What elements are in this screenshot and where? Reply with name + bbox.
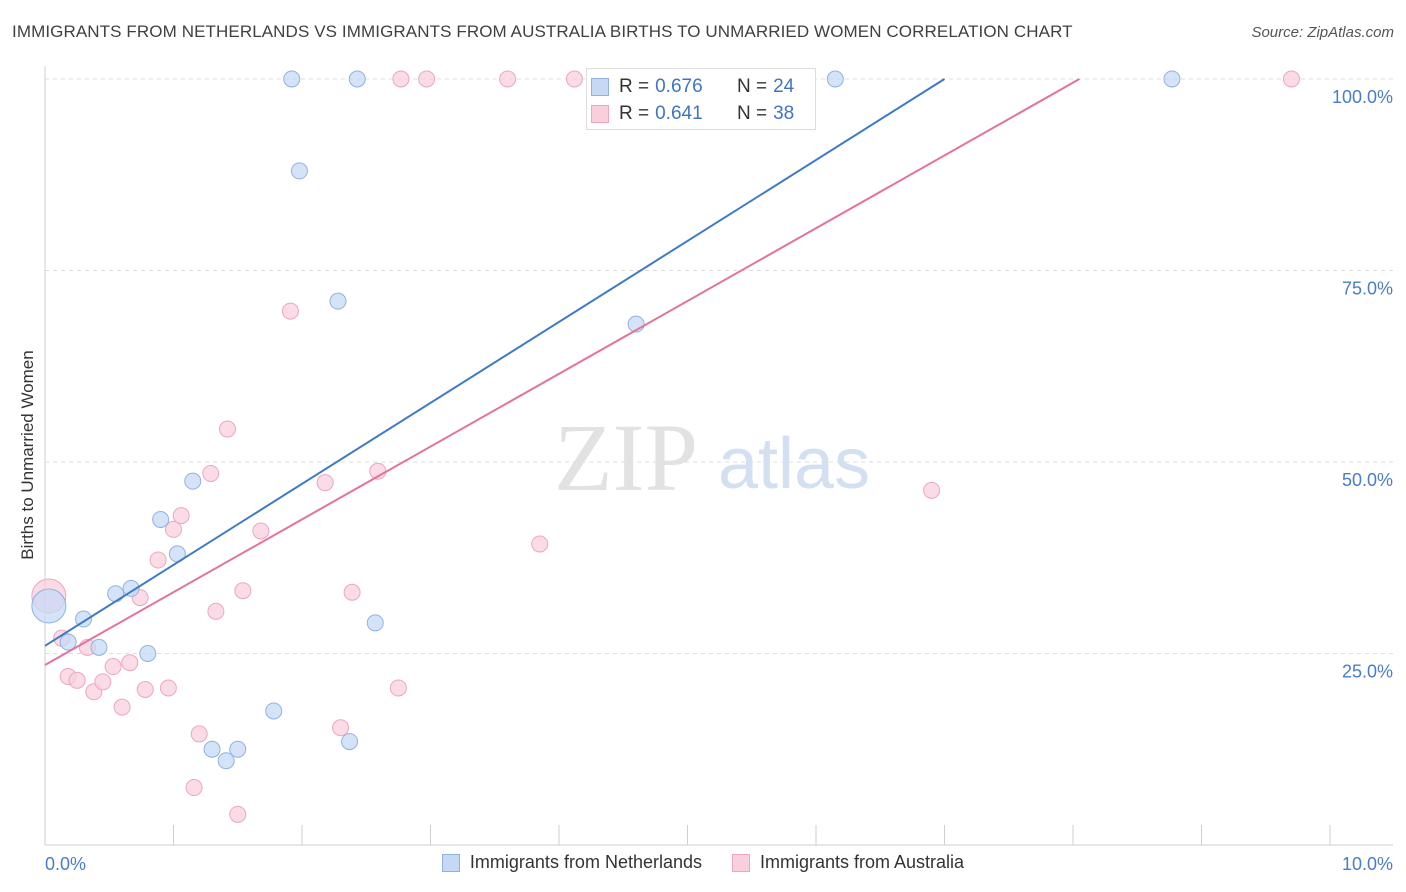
stats-row-netherlands: R = 0.676 N = 24 xyxy=(587,74,794,100)
n-label: N = xyxy=(737,76,768,97)
australia-trend-line xyxy=(44,78,1080,666)
y-axis-label: Births to Unmarried Women xyxy=(18,350,37,560)
r-value-australia: 0.641 xyxy=(655,103,703,124)
y-tick-label-0: 25.0% xyxy=(1342,662,1393,682)
australia-point-18 xyxy=(202,464,220,482)
netherlands-point-3 xyxy=(90,638,108,656)
netherlands-point-16 xyxy=(329,292,347,310)
n-value-netherlands: 24 xyxy=(773,76,795,97)
legend: Immigrants from Netherlands Immigrants f… xyxy=(0,852,1406,873)
legend-item-netherlands[interactable]: Immigrants from Netherlands xyxy=(441,852,702,873)
australia-point-22 xyxy=(234,582,252,600)
australia-point-34 xyxy=(565,70,583,88)
netherlands-point-5 xyxy=(122,579,140,597)
netherlands-point-10 xyxy=(203,740,221,758)
source-label: Source: ZipAtlas.com xyxy=(1251,24,1394,41)
australia-point-17 xyxy=(190,725,208,743)
australia-point-27 xyxy=(343,583,361,601)
australia-point-26 xyxy=(332,719,350,737)
legend-swatch-australia xyxy=(732,853,750,872)
australia-point-32 xyxy=(499,70,517,88)
australia-point-9 xyxy=(121,654,139,672)
netherlands-point-4 xyxy=(107,585,125,603)
n-label: N = xyxy=(737,103,768,124)
australia-point-12 xyxy=(149,551,167,569)
r-label: R = xyxy=(619,76,650,97)
australia-point-33 xyxy=(531,535,549,553)
watermark-atlas: atlas xyxy=(718,424,870,504)
netherlands-point-1 xyxy=(59,633,77,651)
australia-point-11 xyxy=(136,681,154,699)
australia-point-16 xyxy=(185,779,203,797)
axes xyxy=(44,66,1393,846)
stats-row-australia: R = 0.641 N = 38 xyxy=(587,101,794,127)
netherlands-point-9 xyxy=(184,472,202,490)
chart-title: IMMIGRANTS FROM NETHERLANDS VS IMMIGRANT… xyxy=(12,22,1073,41)
tick-labels: 25.0% 50.0% 75.0% 100.0% 0.0% 10.0% xyxy=(45,87,1393,874)
australia-point-20 xyxy=(218,420,236,438)
y-tick-label-2: 75.0% xyxy=(1342,279,1393,299)
australia-point-13 xyxy=(159,679,177,697)
netherlands-point-6 xyxy=(139,645,157,662)
australia-point-15 xyxy=(172,507,190,525)
australia-point-24 xyxy=(281,302,299,320)
netherlands-point-15 xyxy=(290,162,308,180)
trend-lines xyxy=(44,78,1080,666)
australia-point-23 xyxy=(252,522,270,540)
netherlands-point-0 xyxy=(31,588,67,624)
australia-point-19 xyxy=(207,602,225,620)
watermark: ZIP atlas xyxy=(554,404,870,511)
x-tick-label-1: 10.0% xyxy=(1342,854,1393,874)
australia-point-30 xyxy=(392,70,410,88)
australia-swatch xyxy=(591,105,609,123)
netherlands-trend-line xyxy=(44,78,946,647)
australia-point-25 xyxy=(316,474,334,492)
n-value-australia: 38 xyxy=(773,103,795,124)
y-tick-label-1: 50.0% xyxy=(1342,470,1393,490)
netherlands-point-11 xyxy=(217,752,235,770)
australia-point-6 xyxy=(94,673,112,691)
netherlands-point-7 xyxy=(152,510,170,528)
australia-point-31 xyxy=(418,70,436,88)
netherlands-point-18 xyxy=(348,70,366,88)
netherlands-point-23 xyxy=(1163,70,1181,88)
australia-point-29 xyxy=(389,679,407,697)
legend-label-australia: Immigrants from Australia xyxy=(760,852,965,872)
netherlands-point-14 xyxy=(283,70,301,88)
series-netherlands-points xyxy=(31,70,1181,770)
legend-swatch-netherlands xyxy=(441,853,460,872)
r-label: R = xyxy=(619,103,650,124)
australia-point-35 xyxy=(923,481,941,499)
netherlands-point-17 xyxy=(341,733,359,751)
stats-box: R = 0.676 N = 24 R = 0.641 N = 38 xyxy=(586,68,816,130)
australia-point-7 xyxy=(104,658,122,676)
r-value-netherlands: 0.676 xyxy=(655,76,703,97)
netherlands-point-13 xyxy=(265,702,283,720)
legend-label-netherlands: Immigrants from Netherlands xyxy=(469,852,702,872)
netherlands-point-22 xyxy=(826,70,844,88)
australia-point-36 xyxy=(1282,70,1300,88)
australia-point-8 xyxy=(113,698,131,716)
australia-point-14 xyxy=(165,520,182,538)
legend-item-australia[interactable]: Immigrants from Australia xyxy=(732,852,964,873)
australia-point-21 xyxy=(229,805,247,823)
x-tick-label-0: 0.0% xyxy=(45,854,86,874)
netherlands-point-12 xyxy=(229,740,247,758)
grid-lines xyxy=(45,78,1393,654)
y-tick-label-3: 100.0% xyxy=(1332,87,1393,107)
netherlands-point-19 xyxy=(366,614,384,632)
netherlands-swatch xyxy=(591,78,609,96)
australia-point-3 xyxy=(68,671,86,689)
watermark-zip: ZIP xyxy=(554,404,698,511)
